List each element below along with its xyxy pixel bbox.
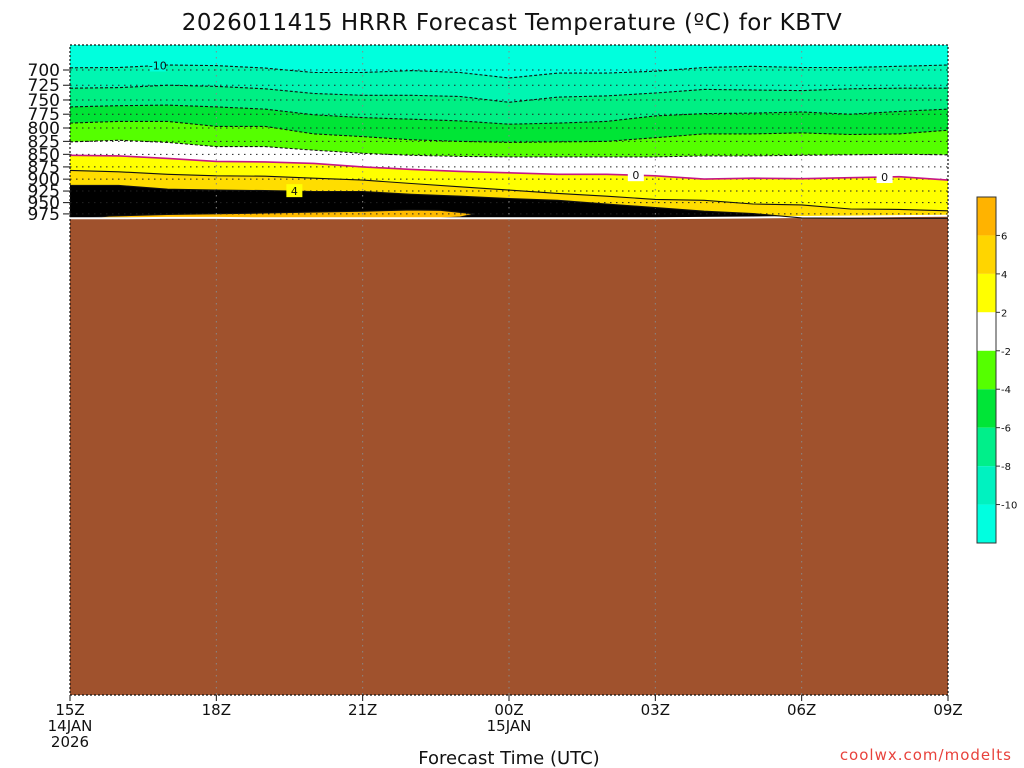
colorbar-swatch-4 xyxy=(977,350,996,390)
y-tick-label-775: 775 xyxy=(28,105,60,125)
contour-line-4 xyxy=(70,184,948,219)
y-tick-label-950: 950 xyxy=(28,194,60,214)
y-tick-label-850: 850 xyxy=(28,145,60,165)
x-axis-label: Forecast Time (UTC) xyxy=(418,748,599,768)
colorbar-label-5: -6 xyxy=(1001,424,1011,435)
contour-label-2: 0 xyxy=(881,171,888,184)
contour-label-bg-0 xyxy=(149,58,166,72)
contour-line--10 xyxy=(70,64,948,79)
colorbar-label-6: -8 xyxy=(1001,462,1011,473)
contour-label-bg-1 xyxy=(627,168,644,182)
colorbar-swatch-7 xyxy=(977,466,996,505)
x-tick-label-18-0: 18Z xyxy=(202,701,231,719)
contour-label-1: 0 xyxy=(632,169,639,182)
x-tick-label-33-0: 09Z xyxy=(933,701,962,719)
y-tick-label-925: 925 xyxy=(28,182,60,202)
ground-fill xyxy=(70,215,948,695)
contour-label-0: -10 xyxy=(149,60,167,73)
colorbar-swatch-8 xyxy=(977,504,996,543)
contour-line-2 xyxy=(70,169,948,212)
colorbar-label-4: -4 xyxy=(1001,385,1011,396)
colorbar-swatch-3 xyxy=(977,312,996,351)
colorbar-label-2: 2 xyxy=(1001,308,1007,319)
y-tick-label-800: 800 xyxy=(28,119,60,139)
colorbar-swatch-1 xyxy=(977,235,996,274)
contour-line-0 xyxy=(70,154,948,181)
x-tick-label-24-0: 00Z xyxy=(494,701,523,719)
color-legend: 6 4 2 -2 -4 -6 -8 -10 xyxy=(976,196,1017,544)
x-tick-label-15-1: 14JAN xyxy=(48,717,93,735)
colorbar-swatch-6 xyxy=(977,427,996,467)
contour-line--4 xyxy=(70,120,948,143)
contour-label-3: 4 xyxy=(291,185,298,198)
x-tick-label-27-0: 03Z xyxy=(641,701,670,719)
colorbar-label-1: 4 xyxy=(1001,270,1007,281)
x-tick-label-24-1: 15JAN xyxy=(487,717,532,735)
contour-line--8 xyxy=(70,84,948,103)
chart-title: 2026011415 HRRR Forecast Temperature (ºC… xyxy=(182,10,843,36)
y-tick-label-875: 875 xyxy=(28,158,60,178)
colorbar-swatch-5 xyxy=(977,389,996,428)
x-tick-label-15-0: 15Z xyxy=(55,701,84,719)
credit-text: coolwx.com/modelts xyxy=(840,746,1012,764)
colorbar-frame xyxy=(976,196,997,544)
y-tick-label-725: 725 xyxy=(28,76,60,96)
colorbar-label-3: -2 xyxy=(1001,347,1011,358)
colorbar-label-7: -10 xyxy=(1001,501,1017,512)
contour-line--2 xyxy=(70,139,948,158)
x-tick-label-21-0: 21Z xyxy=(348,701,377,719)
contour-line--6 xyxy=(70,104,948,125)
y-tick-label-825: 825 xyxy=(28,132,60,152)
colorbar-swatch-0 xyxy=(977,197,996,236)
y-tick-label-975: 975 xyxy=(28,205,60,225)
ground-edge xyxy=(70,214,948,220)
y-tick-label-750: 750 xyxy=(28,91,60,111)
y-tick-label-900: 900 xyxy=(28,170,60,190)
colorbar-label-0: 6 xyxy=(1001,231,1007,242)
contour-label-bg-3 xyxy=(286,184,303,198)
x-tick-label-15-2: 2026 xyxy=(51,733,89,751)
plot-area: -10 0 0 4 xyxy=(69,44,949,696)
colorbar-swatch-2 xyxy=(977,273,996,313)
y-tick-label-700: 700 xyxy=(28,61,60,81)
contour-label-bg-2 xyxy=(876,170,893,184)
x-tick-label-30-0: 06Z xyxy=(787,701,816,719)
plot-layers: -10 0 0 4 xyxy=(70,45,948,695)
